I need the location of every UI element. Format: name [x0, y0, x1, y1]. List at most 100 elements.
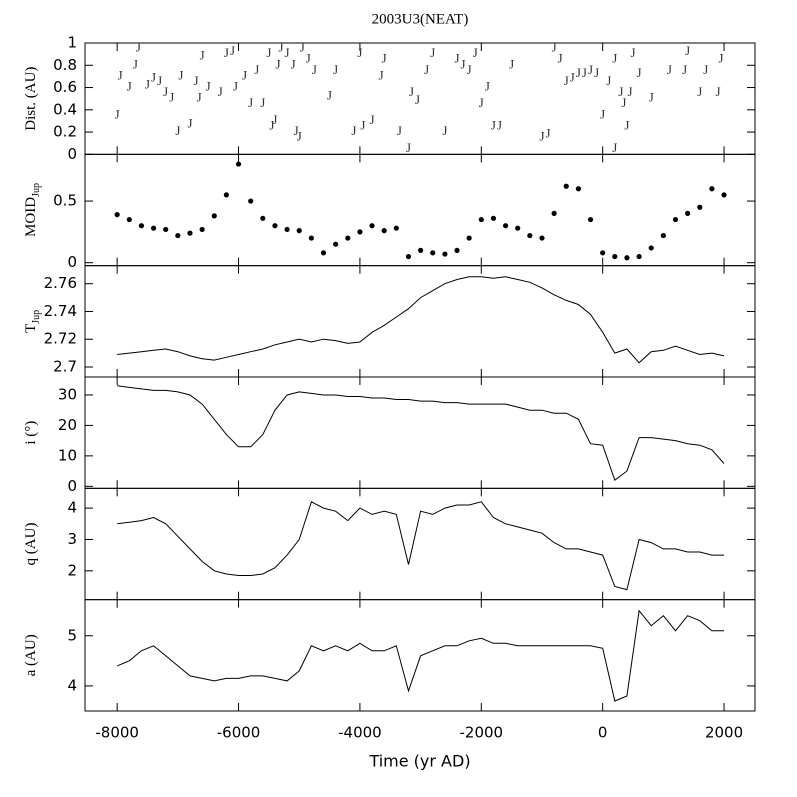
- j-marker: J: [145, 76, 150, 91]
- point: [284, 226, 290, 233]
- j-marker: J: [588, 62, 593, 77]
- point: [345, 235, 351, 241]
- point: [551, 210, 557, 216]
- y-tick-label: 3: [67, 530, 77, 548]
- j-marker: J: [685, 43, 690, 58]
- j-marker: J: [127, 79, 132, 94]
- j-marker: J: [175, 123, 180, 138]
- point: [454, 247, 460, 253]
- point: [405, 253, 412, 260]
- j-marker: J: [169, 90, 174, 105]
- j-marker: J: [637, 65, 642, 80]
- point: [211, 213, 217, 219]
- point: [539, 235, 545, 241]
- j-marker: J: [260, 95, 265, 110]
- j-marker: J: [582, 65, 587, 80]
- y-tick-label: 0.8: [53, 56, 77, 74]
- y-axis-label-main: MOID: [23, 197, 39, 237]
- y-tick-label: 2.74: [44, 302, 77, 320]
- panel-frame: [84, 265, 756, 378]
- point: [502, 223, 509, 229]
- j-marker: J: [467, 62, 472, 77]
- j-marker: J: [300, 40, 305, 55]
- j-marker: J: [485, 79, 490, 94]
- j-marker: J: [667, 62, 672, 77]
- j-marker: J: [285, 45, 290, 60]
- point: [563, 183, 569, 189]
- j-marker: J: [224, 45, 229, 60]
- y-axis-label-main: i (°): [23, 421, 39, 445]
- point: [527, 232, 533, 239]
- j-marker: J: [473, 45, 478, 60]
- j-marker: J: [278, 40, 283, 55]
- j-marker: J: [406, 140, 411, 155]
- point: [369, 223, 375, 229]
- point: [357, 229, 363, 235]
- y-axis-label-sub: Jup: [31, 310, 42, 324]
- x-tick-label: -2000: [459, 724, 503, 742]
- j-marker: J: [357, 45, 362, 60]
- chart-title: 2003U3(NEAT): [372, 11, 469, 27]
- j-marker: J: [624, 117, 629, 132]
- j-marker: J: [382, 51, 387, 66]
- y-tick-label: 0: [67, 477, 77, 495]
- y-axis-label: MOIDJup: [23, 183, 42, 237]
- y-axis-label-main: q (AU): [23, 523, 39, 566]
- y-tick-label: 0.2: [53, 123, 77, 141]
- y-tick-label: 2: [67, 561, 77, 579]
- j-marker: J: [230, 43, 235, 58]
- y-axis-label: a (AU): [23, 634, 39, 676]
- y-tick-label: 0.6: [53, 78, 77, 96]
- point: [660, 232, 666, 239]
- point: [478, 216, 484, 223]
- y-tick-label: 0: [67, 145, 77, 163]
- x-tick-label: -6000: [217, 724, 261, 742]
- j-marker: J: [118, 67, 123, 82]
- point: [308, 235, 314, 241]
- j-marker: J: [612, 140, 617, 155]
- j-marker: J: [200, 47, 205, 62]
- j-marker: J: [115, 106, 120, 121]
- j-marker: J: [682, 62, 687, 77]
- y-tick-label: 4: [67, 676, 77, 694]
- line: [117, 385, 725, 482]
- j-marker: J: [621, 95, 626, 110]
- j-marker: J: [187, 115, 192, 130]
- point: [393, 225, 399, 231]
- y-axis-label-main: Dist. (AU): [23, 67, 39, 131]
- j-marker: J: [297, 129, 302, 144]
- y-tick-label: 5: [67, 626, 77, 644]
- point: [150, 225, 157, 231]
- line: [117, 609, 724, 702]
- x-tick-label: -8000: [95, 724, 139, 742]
- point: [138, 223, 145, 229]
- j-marker: J: [697, 84, 702, 99]
- point: [709, 186, 715, 192]
- j-marker: J: [233, 79, 238, 94]
- j-marker: J: [194, 73, 199, 88]
- point: [126, 216, 132, 223]
- j-marker: J: [266, 45, 271, 60]
- j-marker: J: [442, 123, 447, 138]
- j-marker: J: [397, 123, 402, 138]
- point: [430, 250, 436, 256]
- j-marker: J: [606, 73, 611, 88]
- point: [490, 215, 497, 221]
- point: [381, 228, 387, 234]
- j-marker: J: [248, 95, 253, 110]
- point: [600, 250, 606, 256]
- point: [272, 223, 278, 229]
- j-marker: J: [491, 117, 496, 132]
- point: [612, 253, 618, 260]
- j-marker: J: [454, 51, 459, 66]
- j-marker: J: [718, 51, 723, 66]
- j-marker: J: [254, 62, 259, 77]
- j-marker: J: [197, 90, 202, 105]
- j-marker: J: [351, 123, 356, 138]
- j-marker: J: [552, 40, 557, 55]
- point: [418, 247, 424, 253]
- point: [648, 245, 654, 251]
- y-tick-label: 1: [67, 34, 77, 52]
